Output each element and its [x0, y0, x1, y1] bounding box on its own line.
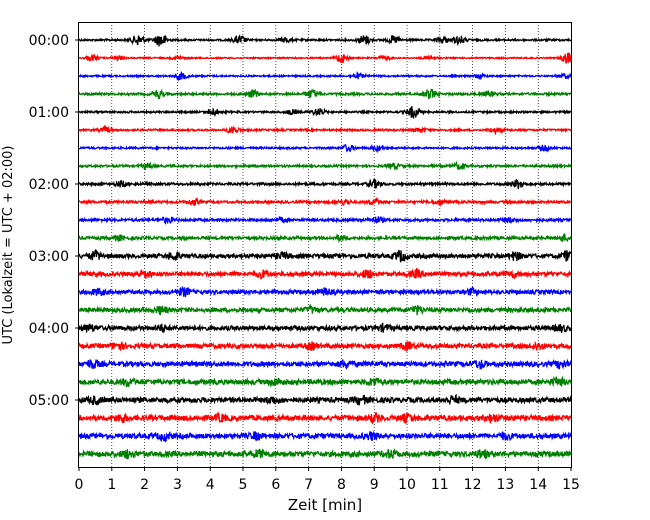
- x-tick-label: 15: [562, 477, 580, 493]
- x-tick-label: 3: [173, 477, 182, 493]
- x-tick-label: 13: [496, 477, 514, 493]
- y-tick-label: 04:00: [29, 321, 69, 337]
- x-tick-label: 12: [464, 477, 482, 493]
- seismic-trace: [78, 233, 572, 243]
- seismic-trace: [78, 196, 572, 208]
- seismic-trace: [78, 448, 572, 460]
- x-tick-label: 5: [239, 477, 248, 493]
- seismic-trace: [78, 106, 572, 120]
- seismic-trace: [78, 71, 572, 82]
- x-tick-label: 7: [304, 477, 313, 493]
- seismic-trace: [78, 88, 572, 100]
- seismic-trace: [78, 285, 572, 298]
- traces: [78, 34, 572, 460]
- seismic-trace: [78, 430, 572, 443]
- y-tick-label: 03:00: [29, 249, 69, 265]
- seismic-trace: [78, 358, 572, 371]
- x-tick-label: 8: [337, 477, 346, 493]
- seismic-trace: [78, 124, 572, 136]
- grid: [111, 22, 539, 467]
- x-tick-label: 14: [529, 477, 547, 493]
- x-tick-label: 6: [271, 477, 280, 493]
- seismic-trace: [78, 303, 572, 316]
- seismic-trace: [78, 215, 572, 225]
- seismic-trace: [78, 393, 572, 406]
- x-axis: 0 1 2 3 4 5 6 7 8 9 10 11 12 13 14 15: [75, 467, 580, 493]
- y-axis-label: UTC (Lokalzeit = UTC + 02:00): [1, 146, 16, 345]
- seismic-trace: [78, 322, 572, 334]
- y-tick-label: 02:00: [29, 177, 69, 193]
- seismic-trace: [78, 375, 572, 388]
- x-axis-label: Zeit [min]: [288, 496, 362, 514]
- x-tick-label: 0: [75, 477, 84, 493]
- y-tick-label: 00:00: [29, 33, 69, 49]
- seismic-trace: [78, 52, 572, 64]
- seismic-trace: [78, 178, 572, 190]
- x-tick-label: 2: [140, 477, 149, 493]
- plot-frame: [78, 22, 572, 468]
- seismic-trace: [78, 267, 572, 281]
- seismic-trace: [78, 160, 572, 172]
- seismic-trace: [78, 411, 572, 425]
- x-tick-label: 10: [398, 477, 416, 493]
- x-tick-label: 4: [206, 477, 215, 493]
- seismic-trace: [78, 143, 572, 154]
- y-tick-label: 05:00: [29, 393, 69, 409]
- x-tick-label: 9: [370, 477, 379, 493]
- seismic-trace: [78, 340, 572, 353]
- seismic-trace: [78, 34, 572, 47]
- y-axis: 00:00 01:00 02:00 03:00 04:00 05:00: [29, 33, 79, 409]
- seismic-trace: [78, 248, 572, 263]
- y-tick-label: 01:00: [29, 105, 69, 121]
- x-tick-label: 1: [107, 477, 116, 493]
- x-tick-label: 11: [431, 477, 449, 493]
